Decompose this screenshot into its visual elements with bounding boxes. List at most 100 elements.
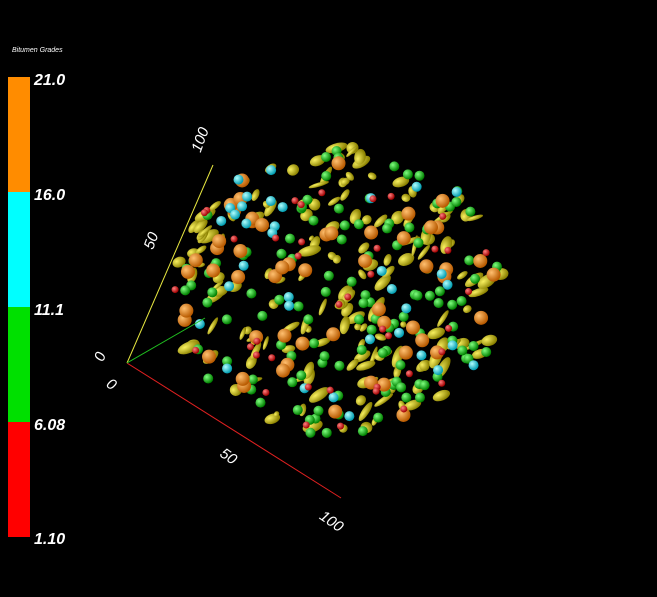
sample-sphere bbox=[344, 411, 355, 422]
sample-sphere bbox=[419, 259, 434, 274]
ore-blob bbox=[355, 395, 366, 406]
sample-sphere bbox=[373, 412, 384, 423]
sample-sphere bbox=[470, 273, 481, 284]
sample-sphere bbox=[276, 363, 291, 378]
ore-blob bbox=[328, 196, 341, 206]
sample-sphere bbox=[194, 318, 205, 329]
ore-blob bbox=[308, 235, 314, 241]
ore-blob bbox=[298, 245, 322, 257]
ore-blob bbox=[345, 171, 354, 181]
sample-sphere bbox=[366, 324, 377, 335]
sample-sphere bbox=[423, 220, 438, 235]
ore-blob bbox=[273, 411, 280, 417]
ore-blob bbox=[209, 201, 221, 211]
sample-sphere bbox=[230, 235, 238, 243]
ore-blob bbox=[239, 327, 247, 340]
sample-sphere bbox=[247, 374, 258, 385]
legend-label: 6.08 bbox=[34, 417, 65, 434]
sample-sphere bbox=[386, 283, 397, 294]
sample-sphere bbox=[238, 260, 249, 271]
sample-sphere bbox=[326, 327, 341, 342]
sample-sphere bbox=[202, 297, 213, 308]
sample-sphere bbox=[436, 268, 447, 279]
sample-sphere bbox=[433, 365, 444, 376]
ore-blob bbox=[404, 399, 422, 411]
sample-sphere bbox=[464, 255, 475, 266]
y-tick-label: 100 bbox=[188, 125, 213, 155]
sample-sphere bbox=[358, 298, 369, 309]
ore-blob bbox=[358, 401, 373, 421]
sample-sphere bbox=[222, 356, 233, 367]
sample-sphere bbox=[387, 192, 395, 200]
ore-blob bbox=[193, 219, 208, 234]
sample-sphere bbox=[416, 350, 427, 361]
sample-sphere bbox=[444, 246, 452, 254]
z-axis bbox=[126, 317, 206, 364]
sample-sphere bbox=[353, 219, 364, 230]
sample-sphere bbox=[451, 186, 462, 197]
sample-sphere bbox=[358, 253, 373, 268]
sample-sphere bbox=[207, 287, 218, 298]
sample-sphere bbox=[231, 270, 246, 285]
ore-blob bbox=[466, 214, 484, 222]
sample-sphere bbox=[272, 234, 280, 242]
ore-blob bbox=[382, 265, 395, 279]
sample-sphere bbox=[302, 194, 313, 205]
sample-sphere bbox=[328, 404, 343, 419]
sample-sphere bbox=[206, 263, 221, 278]
sample-sphere bbox=[457, 345, 468, 356]
ore-blob bbox=[340, 189, 350, 201]
ore-blob bbox=[195, 245, 207, 254]
sample-sphere bbox=[438, 379, 446, 387]
ore-blob bbox=[457, 271, 468, 280]
ore-blob bbox=[358, 242, 370, 254]
y-tick-label: 0 bbox=[91, 349, 110, 363]
ore-blob bbox=[287, 164, 300, 176]
sample-sphere bbox=[328, 392, 339, 403]
point-cloud bbox=[171, 141, 509, 438]
ore-blob bbox=[340, 177, 350, 186]
x-tick-label: 0 bbox=[103, 375, 120, 394]
sample-sphere bbox=[372, 387, 380, 395]
legend-label: 1.10 bbox=[34, 531, 65, 548]
sample-sphere bbox=[326, 386, 334, 394]
ore-blob bbox=[432, 389, 451, 402]
legend-swatch bbox=[8, 77, 30, 192]
sample-sphere bbox=[179, 303, 194, 318]
ore-blob bbox=[400, 321, 407, 328]
sample-sphere bbox=[404, 222, 415, 233]
ore-blob bbox=[418, 360, 430, 372]
sample-sphere bbox=[257, 310, 268, 321]
sample-sphere bbox=[294, 252, 302, 260]
sample-sphere bbox=[181, 264, 196, 279]
sample-sphere bbox=[438, 348, 446, 356]
sample-sphere bbox=[412, 290, 423, 301]
ore-blob bbox=[188, 219, 201, 234]
sample-sphere bbox=[230, 209, 241, 220]
sample-sphere bbox=[313, 405, 324, 416]
sample-sphere bbox=[212, 234, 227, 249]
sample-sphere bbox=[415, 333, 430, 348]
sample-sphere bbox=[439, 212, 447, 220]
sample-sphere bbox=[274, 294, 285, 305]
ore-blob bbox=[367, 172, 377, 180]
sample-sphere bbox=[334, 360, 345, 371]
sample-sphere bbox=[284, 233, 295, 244]
sample-sphere bbox=[364, 225, 379, 240]
sample-sphere bbox=[336, 422, 344, 430]
sample-sphere bbox=[318, 189, 326, 197]
sample-sphere bbox=[360, 290, 371, 301]
sample-sphere bbox=[419, 380, 430, 391]
sample-sphere bbox=[224, 281, 235, 292]
sample-sphere bbox=[434, 286, 445, 297]
sample-sphere bbox=[473, 253, 488, 268]
x-tick-label: 100 bbox=[316, 507, 347, 536]
legend-swatch bbox=[8, 422, 30, 537]
sample-sphere bbox=[276, 248, 287, 259]
sample-sphere bbox=[384, 332, 392, 340]
sample-sphere bbox=[356, 344, 367, 355]
sample-sphere bbox=[188, 253, 203, 268]
ore-blob bbox=[354, 323, 362, 331]
ore-blob bbox=[354, 350, 371, 363]
sample-sphere bbox=[293, 301, 304, 312]
